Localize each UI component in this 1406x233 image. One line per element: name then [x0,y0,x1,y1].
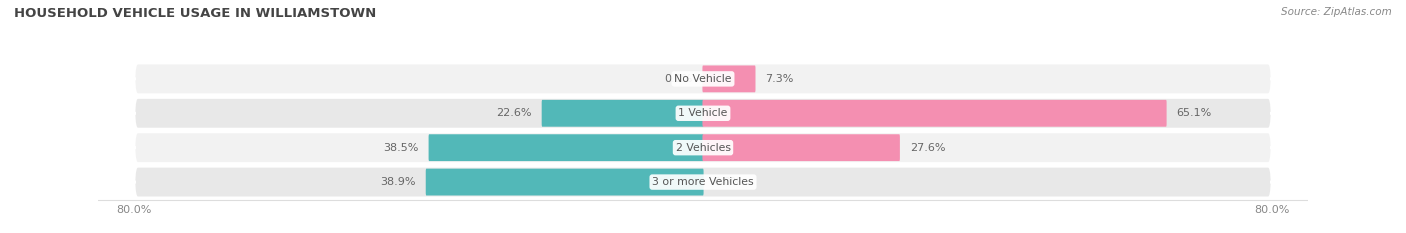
FancyBboxPatch shape [541,100,703,127]
Text: 0.0%: 0.0% [714,177,742,187]
FancyBboxPatch shape [703,134,900,161]
Text: 1 Vehicle: 1 Vehicle [678,108,728,118]
Text: 38.5%: 38.5% [382,143,419,153]
Text: 38.9%: 38.9% [380,177,416,187]
Text: 7.3%: 7.3% [766,74,794,84]
Text: 0.0%: 0.0% [664,74,692,84]
FancyBboxPatch shape [429,134,703,161]
Text: 2 Vehicles: 2 Vehicles [675,143,731,153]
FancyBboxPatch shape [426,169,703,195]
FancyBboxPatch shape [134,97,1272,129]
FancyBboxPatch shape [134,132,1272,164]
Text: Source: ZipAtlas.com: Source: ZipAtlas.com [1281,7,1392,17]
Text: 27.6%: 27.6% [910,143,945,153]
FancyBboxPatch shape [703,65,755,92]
Text: 22.6%: 22.6% [496,108,531,118]
Text: 65.1%: 65.1% [1177,108,1212,118]
FancyBboxPatch shape [134,166,1272,198]
Text: HOUSEHOLD VEHICLE USAGE IN WILLIAMSTOWN: HOUSEHOLD VEHICLE USAGE IN WILLIAMSTOWN [14,7,377,20]
Text: No Vehicle: No Vehicle [675,74,731,84]
Text: 3 or more Vehicles: 3 or more Vehicles [652,177,754,187]
FancyBboxPatch shape [703,100,1167,127]
FancyBboxPatch shape [134,63,1272,95]
